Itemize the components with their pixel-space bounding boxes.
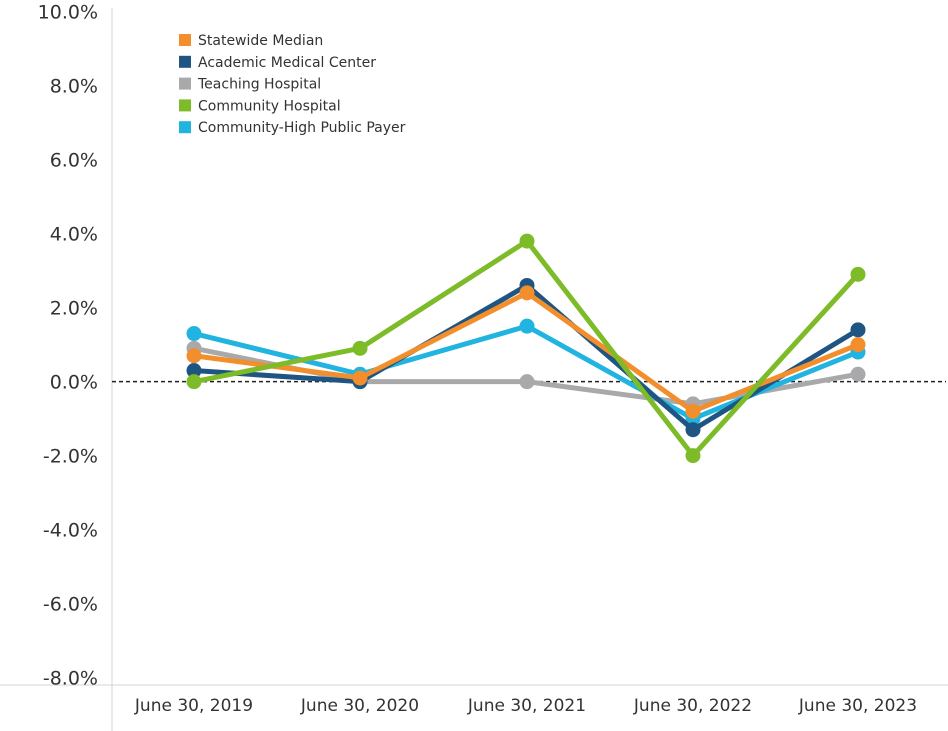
data-point[interactable] — [519, 233, 535, 249]
chart-axes — [0, 8, 948, 731]
x-tick-label: June 30, 2020 — [300, 696, 419, 716]
legend-swatch — [179, 99, 191, 112]
legend-swatch — [179, 121, 191, 134]
series-statewide-median — [186, 285, 866, 419]
y-tick-label: -8.0% — [43, 668, 98, 690]
legend-item[interactable]: Community-High Public Payer — [179, 120, 406, 136]
legend-item[interactable]: Statewide Median — [179, 33, 323, 49]
data-point[interactable] — [850, 337, 866, 353]
x-tick-label: June 30, 2023 — [798, 696, 917, 716]
data-point[interactable] — [685, 403, 701, 419]
y-tick-label: 0.0% — [50, 372, 98, 394]
y-tick-label: -2.0% — [43, 446, 98, 468]
data-point[interactable] — [186, 374, 202, 390]
y-tick-label: 8.0% — [50, 76, 98, 98]
data-point[interactable] — [850, 266, 866, 282]
data-point[interactable] — [685, 448, 701, 464]
legend: Statewide Median Academic Medical Center T… — [179, 33, 406, 136]
legend-swatch — [179, 55, 191, 68]
data-point[interactable] — [186, 348, 202, 364]
y-tick-label: -6.0% — [43, 594, 98, 616]
legend-swatch — [179, 77, 191, 90]
series-group — [186, 233, 866, 464]
series-line — [191, 238, 861, 459]
series-community-hospital — [186, 233, 866, 464]
x-tick-label: June 30, 2022 — [633, 696, 752, 716]
legend-label: Community Hospital — [198, 98, 341, 114]
x-tick-label: June 30, 2021 — [467, 696, 586, 716]
data-point[interactable] — [352, 340, 368, 356]
y-axis-tick-labels: 10.0% 8.0% 6.0% 4.0% 2.0% 0.0% -2.0% -4.0% -6.0%… — [38, 2, 98, 690]
data-point[interactable] — [850, 322, 866, 338]
legend-item[interactable]: Teaching Hospital — [179, 77, 321, 93]
y-tick-label: 6.0% — [50, 150, 98, 172]
legend-item[interactable]: Academic Medical Center — [179, 55, 376, 71]
legend-item[interactable]: Community Hospital — [179, 98, 341, 114]
data-point[interactable] — [352, 370, 368, 386]
legend-label: Statewide Median — [198, 33, 323, 49]
series-line — [191, 323, 861, 422]
legend-label: Academic Medical Center — [198, 55, 376, 71]
y-tick-label: 2.0% — [50, 298, 98, 320]
data-point[interactable] — [519, 374, 535, 390]
data-point[interactable] — [685, 422, 701, 438]
data-point[interactable] — [186, 363, 202, 379]
legend-label: Teaching Hospital — [197, 77, 321, 93]
data-point[interactable] — [186, 326, 202, 342]
data-point[interactable] — [850, 366, 866, 382]
data-point[interactable] — [519, 318, 535, 334]
y-tick-label: 10.0% — [38, 2, 98, 24]
legend-label: Community-High Public Payer — [198, 120, 406, 136]
series-community-high-public-payer — [186, 318, 866, 427]
y-tick-label: 4.0% — [50, 224, 98, 246]
x-axis-tick-labels: June 30, 2019 June 30, 2020 June 30, 2021 J… — [134, 696, 917, 716]
data-point[interactable] — [519, 285, 535, 301]
x-tick-label: June 30, 2019 — [134, 696, 253, 716]
y-tick-label: -4.0% — [43, 520, 98, 542]
legend-swatch — [179, 34, 191, 46]
